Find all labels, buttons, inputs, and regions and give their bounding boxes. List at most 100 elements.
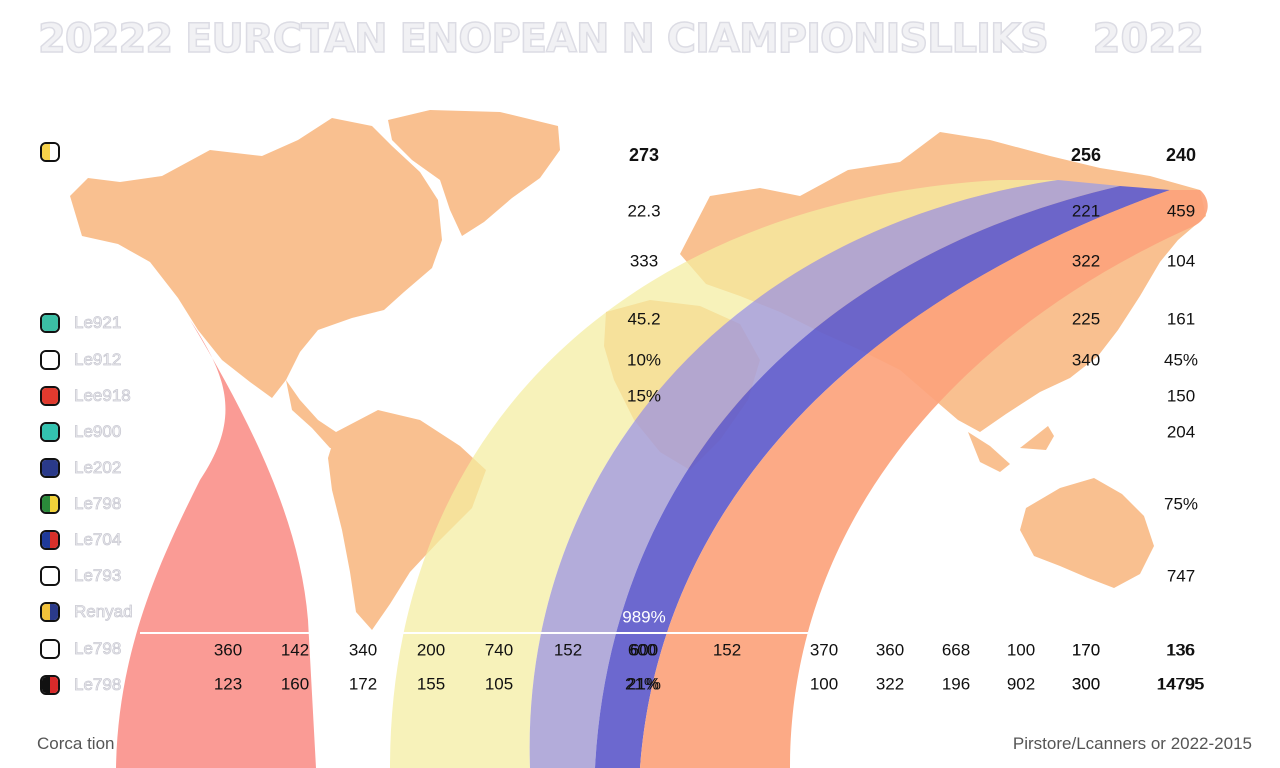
bottom-row-2-cell-10: 322	[876, 674, 904, 693]
map-greenland	[388, 110, 560, 236]
legend-item[interactable]: Le798	[40, 493, 122, 515]
bottom-row-2-cell-5: 105	[485, 674, 513, 693]
cell-c2-r2: 322	[1072, 251, 1100, 270]
cell-c1-r10: 600	[630, 640, 658, 659]
legend-item[interactable]: Le912	[40, 349, 122, 371]
map-southeast-asia	[968, 432, 1010, 472]
cell-c1-r9: 989%	[622, 607, 665, 626]
cell-c3-r1: 459	[1167, 201, 1195, 220]
cell-c2-r10: 170	[1072, 640, 1100, 659]
legend-label: Le900	[74, 422, 122, 442]
bottom-row-1-cell-4: 200	[417, 640, 445, 659]
legend-item[interactable]: Le798	[40, 674, 122, 696]
map-south-america	[328, 410, 486, 630]
map-australia	[1020, 478, 1154, 588]
cell-c1-r11: 21%	[627, 674, 661, 693]
bottom-row-2-cell-14: 14795	[1156, 674, 1203, 693]
legend-label: Le202	[74, 458, 122, 478]
cell-c2-r0: 256	[1071, 145, 1101, 165]
cell-c1-r3: 45.2	[627, 309, 660, 328]
legend-swatch	[40, 566, 60, 586]
flow-band-3	[529, 180, 1120, 768]
legend-item[interactable]	[40, 141, 60, 163]
bottom-row-2-cell-7: 21%	[625, 674, 659, 693]
legend-item[interactable]: Le793	[40, 565, 122, 587]
cell-c1-r5: 15%	[627, 386, 661, 405]
bottom-row-1-cell-12: 100	[1007, 640, 1035, 659]
map-japan	[1072, 268, 1112, 344]
footer-source: Pirstore/Lcanners or 2022-2015	[1012, 734, 1252, 753]
legend-label: Renyad	[74, 602, 133, 622]
flow-band-2	[390, 180, 1058, 768]
legend-label: Le798	[74, 639, 122, 659]
bottom-row-1-cell-10: 360	[876, 640, 904, 659]
legend-label: Le798	[74, 494, 122, 514]
legend-item[interactable]: Le798	[40, 638, 122, 660]
cell-c3-r11: 14795	[1157, 674, 1204, 693]
cell-c3-r6: 204	[1167, 422, 1195, 441]
legend-item[interactable]: Le704	[40, 529, 122, 551]
legend-swatch	[40, 142, 60, 162]
legend-swatch	[40, 530, 60, 550]
legend-label: Le912	[74, 350, 122, 370]
legend-item[interactable]: Lee918	[40, 385, 131, 407]
bottom-row-1-cell-13: 170	[1072, 640, 1100, 659]
cell-c1-r4: 10%	[627, 350, 661, 369]
cell-c2-r11: 300	[1072, 674, 1100, 693]
bottom-row-1-cell-11: 668	[942, 640, 970, 659]
map-indonesia	[1020, 426, 1054, 450]
legend-item[interactable]: Le900	[40, 421, 122, 443]
bottom-row-1-cell-1: 360	[214, 640, 242, 659]
bottom-row-2-cell-13: 300	[1072, 674, 1100, 693]
chart-title-year: 2022	[1092, 15, 1205, 63]
legend-swatch	[40, 313, 60, 333]
legend-label: Le704	[74, 530, 122, 550]
flow-bands	[116, 180, 1208, 768]
legend-swatch	[40, 639, 60, 659]
legend-swatch	[40, 350, 60, 370]
cell-c3-r3: 161	[1167, 309, 1195, 328]
cell-c1-r1: 22.3	[627, 201, 660, 220]
cell-c3-r10: 136	[1167, 640, 1195, 659]
bottom-row-2-cell-3: 172	[349, 674, 377, 693]
legend-swatch	[40, 675, 60, 695]
footer-left: Corca tion	[37, 734, 115, 753]
cell-c3-r4: 45%	[1164, 350, 1198, 369]
bottom-row-1-cell-8: 152	[713, 640, 741, 659]
bottom-row-1-cell-7: 600	[628, 640, 656, 659]
map-north-america	[70, 118, 442, 398]
legend-label: Le798	[74, 675, 122, 695]
cell-c3-r2: 104	[1167, 251, 1195, 270]
legend-label: Le921	[74, 313, 122, 333]
bottom-row-1-cell-5: 740	[485, 640, 513, 659]
flow-band-5	[640, 190, 1208, 768]
legend-swatch	[40, 422, 60, 442]
legend-swatch	[40, 386, 60, 406]
legend-item[interactable]: Le921	[40, 312, 122, 334]
cell-c2-r1: 221	[1072, 201, 1100, 220]
bottom-row-1-cell-14: 136	[1166, 640, 1194, 659]
bottom-row-1-cell-9: 370	[810, 640, 838, 659]
map-central-america	[286, 380, 346, 450]
cell-c3-r7: 75%	[1164, 494, 1198, 513]
bottom-row-2-cell-12: 902	[1007, 674, 1035, 693]
bottom-row-1-cell-3: 340	[349, 640, 377, 659]
bottom-row-2-cell-9: 100	[810, 674, 838, 693]
legend-label: Lee918	[74, 386, 132, 406]
flow-band-1	[116, 320, 316, 768]
legend-swatch	[40, 602, 60, 622]
cell-c3-r0: 240	[1166, 145, 1196, 165]
flow-band-4	[595, 186, 1170, 768]
legend-item[interactable]: Le202	[40, 457, 122, 479]
legend-label: Le793	[74, 566, 122, 586]
legend-swatch	[40, 494, 60, 514]
bottom-row-2-cell-1: 123	[214, 674, 242, 693]
bottom-row-2-cell-4: 155	[417, 674, 445, 693]
legend-item[interactable]: Renyad	[40, 601, 133, 623]
chart-title: 20222 EURCTAN ENOPEAN N CIAMPIONISLLIKS	[37, 15, 1049, 63]
cell-c3-r5: 150	[1167, 386, 1195, 405]
cell-c2-r4: 340	[1072, 350, 1100, 369]
cell-c2-r3: 225	[1072, 309, 1100, 328]
